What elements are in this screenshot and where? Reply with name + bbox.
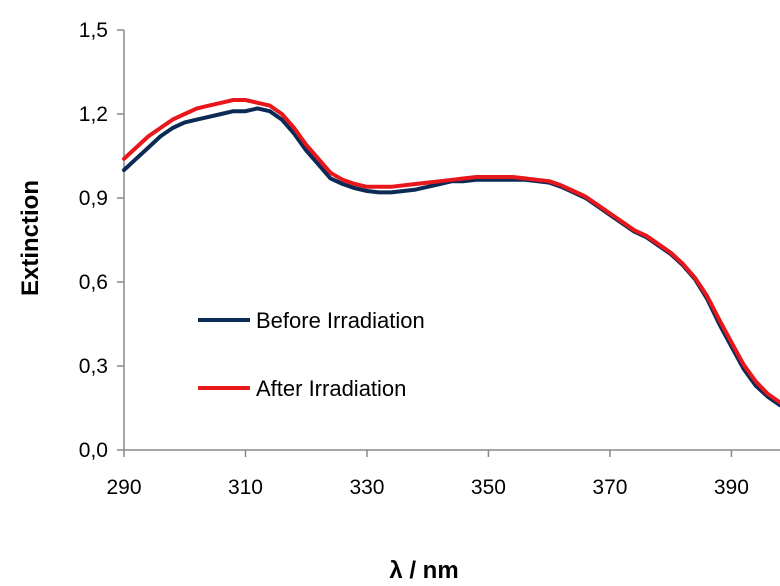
- x-tick-label: 350: [471, 476, 506, 499]
- legend-label-before-irradiation: Before Irradiation: [256, 308, 425, 333]
- y-tick-label: 0,3: [79, 355, 108, 378]
- y-tick-label: 0,6: [79, 271, 108, 294]
- y-tick-label: 1,2: [79, 103, 108, 126]
- series-line-before-irradiation: [122, 106, 780, 408]
- y-tick-label: 0,9: [79, 187, 108, 210]
- x-tick-label: 290: [106, 476, 141, 499]
- x-tick-label: 330: [349, 476, 384, 499]
- x-axis: 290 310 330 350 370 390: [106, 449, 780, 499]
- y-axis: 0,0 0,3 0,6 0,9 1,2 1,5: [79, 19, 125, 462]
- y-tick-label: 1,5: [79, 19, 108, 42]
- x-tick-label: 390: [714, 476, 749, 499]
- x-tick-label: 370: [592, 476, 627, 499]
- series-line-after-irradiation: [122, 98, 780, 405]
- legend-label-after-irradiation: After Irradiation: [256, 376, 406, 401]
- legend: Before Irradiation After Irradiation: [198, 308, 425, 401]
- y-axis-title: Extinction: [17, 180, 44, 296]
- y-tick-label: 0,0: [79, 439, 108, 462]
- series-group: [122, 98, 780, 408]
- x-tick-label: 310: [228, 476, 263, 499]
- x-axis-title: λ / nm: [389, 557, 458, 584]
